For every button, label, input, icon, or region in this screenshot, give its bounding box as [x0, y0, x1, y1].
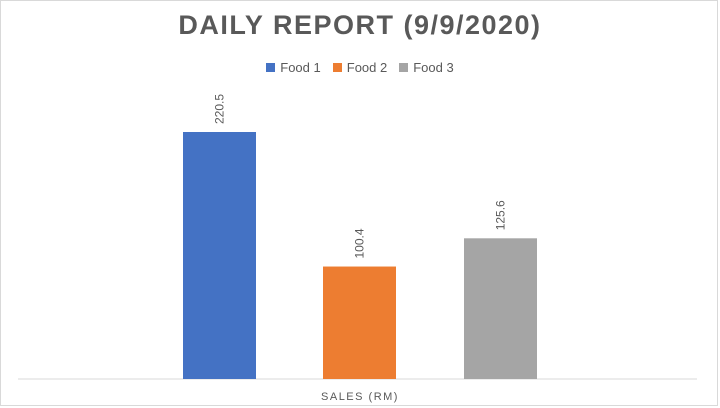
bar-food-1 — [183, 132, 256, 379]
legend-item-food-2: Food 2 — [332, 60, 388, 75]
bar-food-2 — [323, 266, 396, 379]
data-label-food-3: 125.6 — [494, 200, 508, 230]
legend-label-food-1: Food 1 — [280, 60, 321, 75]
legend-label-food-2: Food 2 — [346, 60, 388, 75]
legend: Food 1 Food 2 Food 3 — [0, 60, 720, 75]
legend-swatch-food-2 — [332, 63, 342, 72]
bar-food-3 — [464, 238, 537, 379]
x-axis-label: SALES (RM) — [321, 391, 399, 403]
data-label-food-1: 220.5 — [213, 94, 227, 124]
legend-swatch-food-1 — [266, 63, 276, 72]
chart-title: DAILY REPORT (9/9/2020) — [178, 10, 542, 40]
legend-item-food-3: Food 3 — [399, 60, 454, 75]
legend-item-food-1: Food 1 — [266, 60, 321, 75]
legend-label-food-3: Food 3 — [413, 60, 454, 75]
legend-swatch-food-3 — [399, 63, 409, 72]
data-label-food-2: 100.4 — [353, 228, 367, 258]
